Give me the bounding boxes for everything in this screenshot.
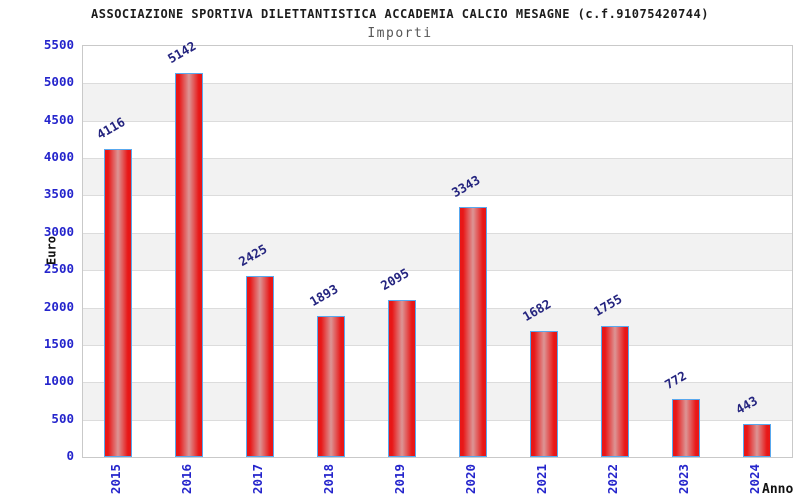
- y-tick-label: 1500: [43, 335, 74, 351]
- chart-title: ASSOCIAZIONE SPORTIVA DILETTANTISTICA AC…: [91, 7, 709, 21]
- y-tick-label: 5000: [43, 74, 74, 90]
- y-tick-label: 4500: [43, 111, 74, 127]
- x-tick-label: 2021: [533, 463, 549, 495]
- bar-2020: [458, 207, 487, 457]
- gridline: [83, 83, 792, 85]
- y-tick-label: 500: [51, 410, 74, 426]
- gridline: [83, 344, 792, 346]
- y-tick-label: 2000: [43, 298, 74, 314]
- x-tick-label: 2024: [746, 463, 762, 495]
- y-tick-label: 3500: [43, 186, 74, 202]
- bar-2016: [175, 73, 204, 457]
- x-tick-label: 2023: [675, 463, 691, 495]
- gridline: [83, 195, 792, 197]
- y-tick-label: 3000: [43, 223, 74, 239]
- gridline: [83, 270, 792, 272]
- gridline: [83, 120, 792, 122]
- x-axis-title: Anno: [762, 482, 794, 497]
- y-tick-label: 4000: [43, 149, 74, 165]
- gridline: [83, 307, 792, 309]
- x-tick-label: 2018: [321, 463, 337, 495]
- y-tick-label: 0: [66, 448, 74, 463]
- x-tick-label: 2016: [179, 463, 195, 495]
- x-tick-label: 2017: [250, 463, 266, 495]
- gridline: [83, 232, 792, 234]
- gridline: [83, 419, 792, 421]
- x-tick-label: 2015: [108, 463, 124, 495]
- x-tick-label: 2020: [462, 463, 478, 495]
- gridline: [83, 158, 792, 160]
- gridline: [83, 382, 792, 384]
- bar-2017: [246, 276, 275, 457]
- y-tick-label: 5500: [43, 37, 74, 52]
- bar-2022: [600, 326, 629, 457]
- x-tick-label: 2022: [604, 463, 620, 495]
- bar-2015: [104, 149, 133, 457]
- y-tick-label: 2500: [43, 261, 74, 277]
- bar-2019: [388, 300, 417, 457]
- bar-2021: [529, 331, 558, 457]
- bar-2023: [671, 399, 700, 457]
- x-tick-label: 2019: [392, 463, 408, 495]
- bar-2018: [317, 316, 346, 457]
- chart-subtitle: Importi: [367, 26, 433, 41]
- bar-2024: [742, 424, 771, 457]
- y-tick-label: 1000: [43, 373, 74, 389]
- plot-area: 4116 5142 2425 1893 2095 3343 1682 1755 772 443: [82, 38, 793, 458]
